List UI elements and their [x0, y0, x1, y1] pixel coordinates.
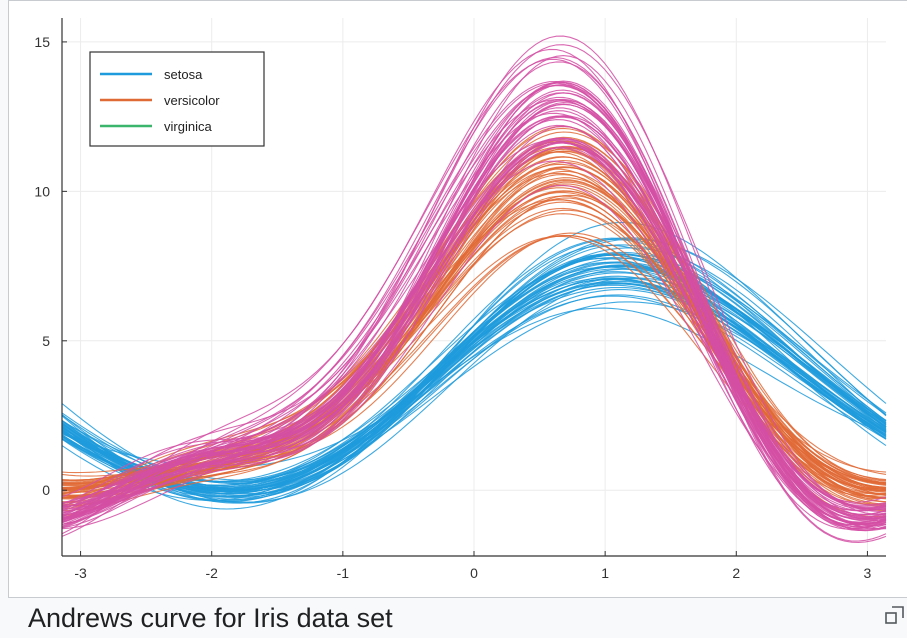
curve-setosa	[61, 254, 887, 503]
y-tick-label: 15	[34, 34, 50, 50]
legend: setosa versicolor virginica	[89, 51, 265, 147]
curve-setosa	[61, 244, 887, 502]
curve-setosa	[61, 265, 887, 492]
figure-caption: Andrews curve for Iris data set	[28, 603, 393, 633]
curve-setosa	[61, 266, 887, 490]
series-virginica	[61, 35, 887, 543]
curve-setosa	[61, 289, 887, 498]
curve-virginica	[61, 99, 887, 513]
x-tick-label: 0	[470, 565, 478, 581]
curve-setosa	[61, 253, 887, 495]
x-tick-label: 2	[732, 565, 740, 581]
curve-virginica	[61, 142, 887, 524]
y-tick-label: 0	[42, 482, 50, 498]
y-tick-label: 10	[34, 183, 50, 199]
y-tick-label: 5	[42, 333, 50, 349]
curve-virginica	[61, 137, 887, 512]
curve-virginica	[61, 139, 887, 507]
x-tick-label: -2	[205, 565, 218, 581]
figure-caption-row: Andrews curve for Iris data set	[0, 598, 907, 638]
curve-setosa	[61, 268, 887, 501]
legend-label-setosa: setosa	[164, 67, 203, 82]
curve-virginica	[61, 80, 887, 526]
curve-virginica	[61, 44, 886, 516]
x-tick-label: -1	[337, 565, 350, 581]
x-tick-label: 1	[601, 565, 609, 581]
curve-virginica	[61, 115, 887, 508]
legend-label-versicolor: versicolor	[164, 93, 220, 108]
curve-virginica	[61, 137, 887, 520]
andrews-curve-chart: -3 -2 -1 0 1 2 3 0 5 10 15 setosa versicolor virgini…	[34, 18, 887, 581]
curve-setosa	[61, 272, 887, 489]
curve-setosa	[61, 277, 887, 503]
legend-label-virginica: virginica	[164, 119, 212, 134]
curve-virginica	[61, 85, 887, 519]
x-tick-label: -3	[74, 565, 87, 581]
curve-setosa	[61, 253, 887, 491]
curve-series	[61, 35, 887, 543]
curve-virginica	[61, 99, 887, 503]
curve-virginica	[61, 103, 887, 511]
x-tick-label: 3	[864, 565, 872, 581]
axes: -3 -2 -1 0 1 2 3 0 5 10 15	[34, 18, 886, 581]
enlarge-icon[interactable]	[884, 604, 906, 626]
